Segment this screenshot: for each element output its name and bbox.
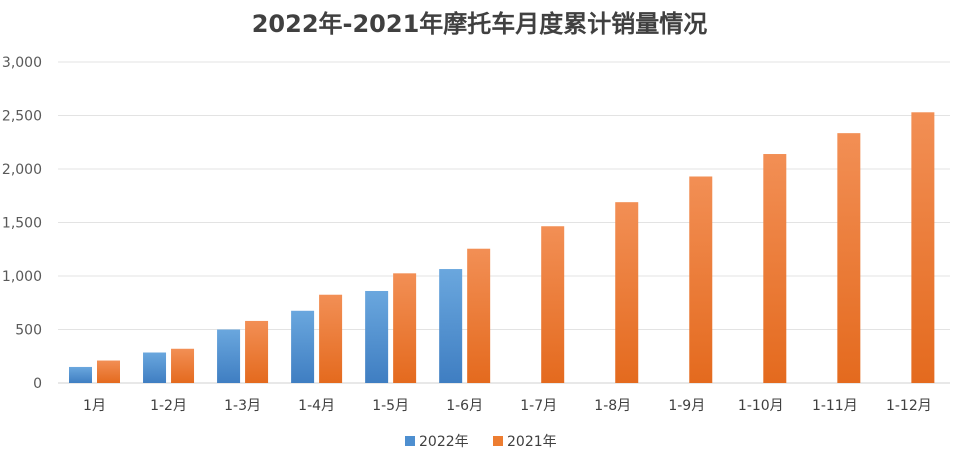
bar-2021 — [171, 348, 195, 383]
bar-2021 — [763, 154, 787, 383]
x-tick-label: 1-11月 — [812, 398, 858, 414]
y-axis: 0 500 1,000 1,500 2,000 2,500 3,000 — [2, 55, 42, 392]
legend-swatch — [493, 436, 503, 446]
x-tick-label: 1月 — [83, 398, 106, 414]
x-tick-label: 1-5月 — [372, 398, 409, 414]
bar-2022 — [439, 269, 463, 383]
x-tick-label: 1-7月 — [520, 398, 557, 414]
x-tick-label: 1-3月 — [224, 398, 261, 414]
bar-2021 — [393, 273, 417, 383]
legend-label: 2022年 — [419, 434, 469, 450]
gridlines — [58, 61, 950, 384]
bar-2022 — [291, 310, 315, 383]
y-tick-label: 0 — [33, 376, 42, 392]
x-tick-label: 1-10月 — [738, 398, 784, 414]
y-tick-label: 3,000 — [2, 55, 42, 71]
legend-swatch — [405, 436, 415, 446]
bars — [69, 112, 935, 383]
bar-2021 — [245, 320, 269, 383]
bar-2021 — [689, 176, 713, 383]
x-tick-label: 1-9月 — [668, 398, 705, 414]
bar-2022 — [217, 329, 241, 383]
y-tick-label: 2,000 — [2, 162, 42, 178]
x-axis: 1月 1-2月 1-3月 1-4月 1-5月 1-6月 1-7月 1-8月 1-9月 1-10月 1… — [83, 398, 932, 414]
x-tick-label: 1-12月 — [886, 398, 932, 414]
x-tick-label: 1-2月 — [150, 398, 187, 414]
chart-title: 2022年-2021年摩托车月度累计销量情况 — [251, 10, 708, 38]
bar-2022 — [143, 352, 167, 383]
bar-2021 — [615, 202, 639, 383]
bar-2021 — [911, 112, 935, 383]
x-tick-label: 1-4月 — [298, 398, 335, 414]
x-tick-label: 1-8月 — [594, 398, 631, 414]
y-tick-label: 1,500 — [2, 216, 42, 232]
y-tick-label: 500 — [15, 323, 42, 339]
bar-2021 — [541, 226, 565, 383]
y-tick-label: 1,000 — [2, 269, 42, 285]
bar-2021 — [97, 360, 120, 383]
legend-label: 2021年 — [507, 434, 557, 450]
legend: 2022年 2021年 — [405, 434, 557, 450]
bar-2022 — [69, 366, 92, 383]
x-tick-label: 1-6月 — [446, 398, 483, 414]
bar-2021 — [467, 248, 491, 383]
bar-2021 — [319, 294, 343, 383]
bar-2021 — [837, 133, 861, 383]
y-tick-label: 2,500 — [2, 109, 42, 125]
bar-2022 — [365, 290, 389, 383]
